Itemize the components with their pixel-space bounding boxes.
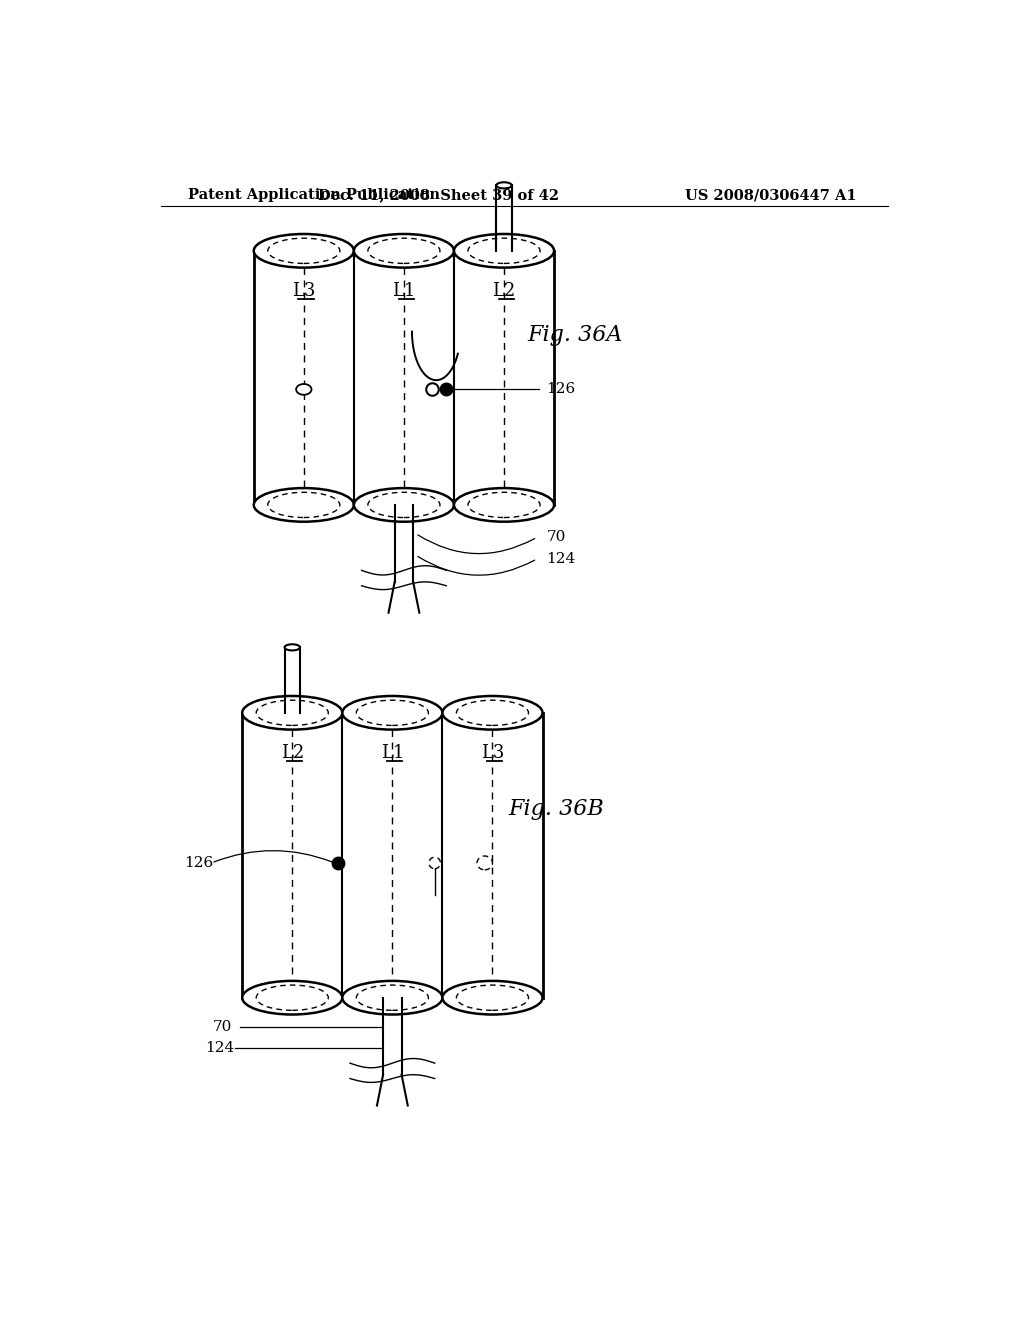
Text: Fig. 36A: Fig. 36A bbox=[527, 325, 623, 346]
Text: L2: L2 bbox=[493, 282, 516, 300]
Text: 124: 124 bbox=[547, 552, 575, 566]
Text: L3: L3 bbox=[292, 282, 315, 300]
Ellipse shape bbox=[442, 981, 543, 1015]
Ellipse shape bbox=[254, 488, 354, 521]
Ellipse shape bbox=[454, 234, 554, 268]
Text: 70: 70 bbox=[213, 1020, 232, 1034]
Ellipse shape bbox=[497, 182, 512, 189]
Text: US 2008/0306447 A1: US 2008/0306447 A1 bbox=[685, 189, 857, 202]
Polygon shape bbox=[243, 713, 543, 998]
Text: Patent Application Publication: Patent Application Publication bbox=[188, 189, 440, 202]
Text: L2: L2 bbox=[281, 744, 304, 762]
Text: L3: L3 bbox=[481, 744, 504, 762]
Text: L1: L1 bbox=[392, 282, 416, 300]
Text: 126: 126 bbox=[547, 383, 575, 396]
Ellipse shape bbox=[342, 981, 442, 1015]
Text: L1: L1 bbox=[381, 744, 404, 762]
Ellipse shape bbox=[243, 696, 342, 730]
Ellipse shape bbox=[442, 696, 543, 730]
Text: 124: 124 bbox=[205, 1040, 234, 1055]
Ellipse shape bbox=[454, 488, 554, 521]
Text: 126: 126 bbox=[184, 855, 214, 870]
Text: 70: 70 bbox=[547, 531, 565, 544]
Text: Dec. 11, 2008  Sheet 39 of 42: Dec. 11, 2008 Sheet 39 of 42 bbox=[318, 189, 559, 202]
Ellipse shape bbox=[254, 234, 354, 268]
Polygon shape bbox=[254, 251, 554, 506]
Ellipse shape bbox=[296, 384, 311, 395]
Ellipse shape bbox=[354, 234, 454, 268]
Ellipse shape bbox=[243, 981, 342, 1015]
Ellipse shape bbox=[342, 696, 442, 730]
Text: Fig. 36B: Fig. 36B bbox=[508, 799, 603, 820]
Ellipse shape bbox=[285, 644, 300, 651]
Ellipse shape bbox=[354, 488, 454, 521]
